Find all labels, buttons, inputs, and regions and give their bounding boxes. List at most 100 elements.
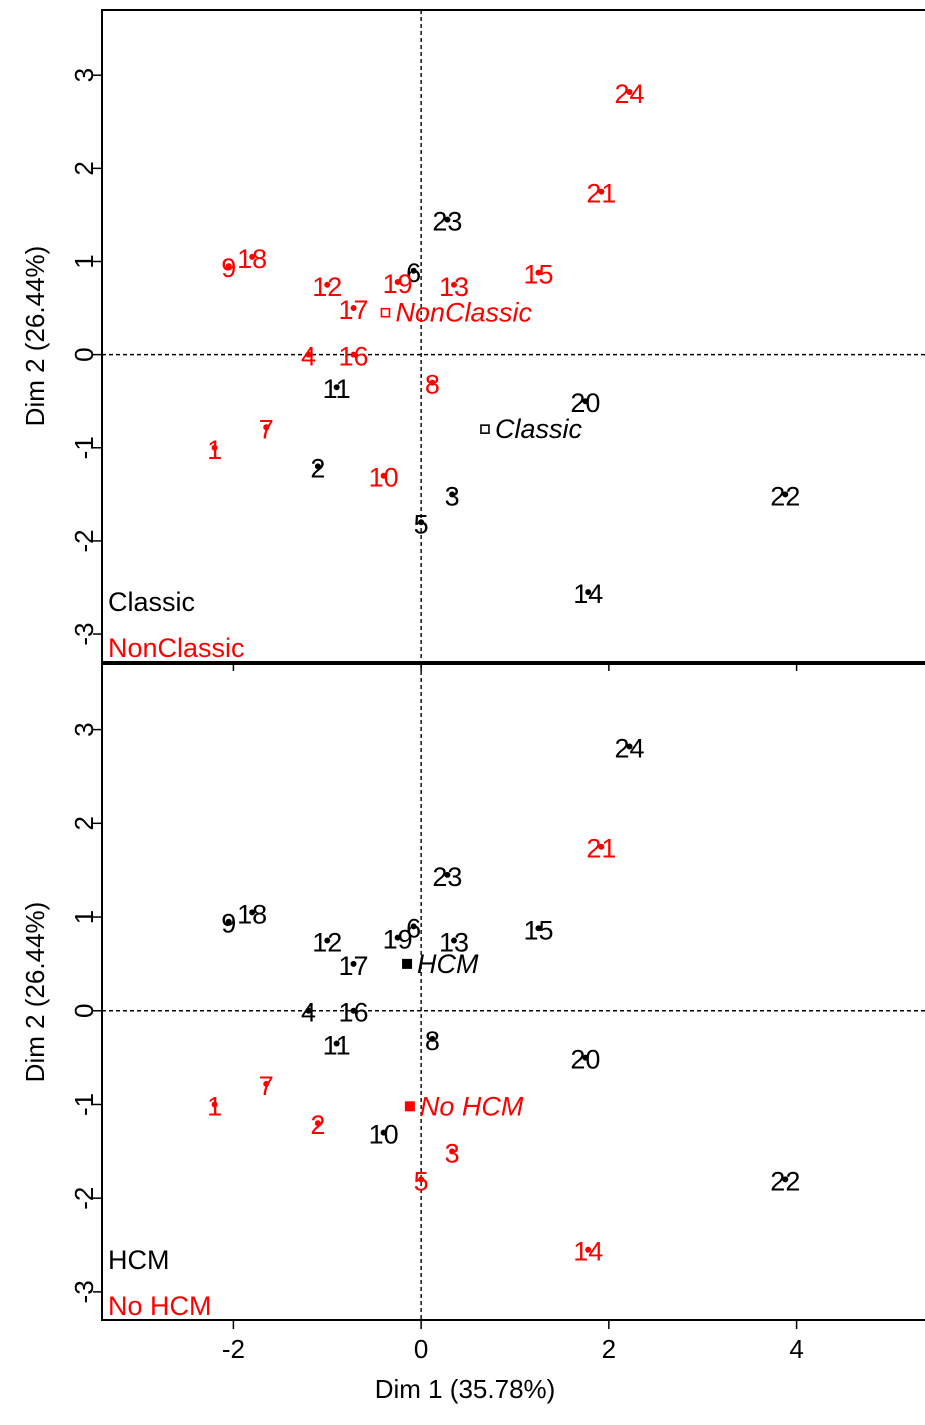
point-label-8: 8 xyxy=(425,1026,440,1056)
point-label-11: 11 xyxy=(323,374,351,404)
point-label-24: 24 xyxy=(614,79,644,109)
point-label-22: 22 xyxy=(770,481,800,511)
y-tick-label: 1 xyxy=(69,910,99,924)
point-label-17: 17 xyxy=(339,951,369,981)
point-label-15: 15 xyxy=(523,260,553,290)
point-label-4: 4 xyxy=(301,998,316,1028)
y-tick-label: -1 xyxy=(69,1093,99,1116)
data-point-24 xyxy=(626,88,633,95)
point-label-7: 7 xyxy=(259,414,274,444)
point-label-9: 9 xyxy=(221,909,236,939)
point-label-1: 1 xyxy=(207,435,222,465)
point-label-1: 1 xyxy=(207,1091,222,1121)
data-point-4 xyxy=(305,1007,312,1014)
centroid-label-1: HCM xyxy=(417,949,479,979)
centroid-label-2: No HCM xyxy=(420,1091,524,1121)
data-point-2 xyxy=(314,463,321,470)
y-axis-label: Dim 2 (26.44%) xyxy=(20,902,50,1083)
y-tick-label: 2 xyxy=(69,816,99,830)
data-point-18 xyxy=(249,909,256,916)
data-point-24 xyxy=(626,743,633,750)
point-label-18: 18 xyxy=(237,244,267,274)
data-point-23 xyxy=(444,216,451,223)
point-label-12: 12 xyxy=(312,272,342,302)
data-point-15 xyxy=(535,269,542,276)
data-point-17 xyxy=(350,305,357,312)
data-point-17 xyxy=(350,960,357,967)
y-tick-label: 2 xyxy=(69,161,99,175)
data-point-12 xyxy=(324,937,331,944)
data-point-20 xyxy=(582,1054,589,1061)
point-label-5: 5 xyxy=(414,509,429,539)
data-point-5 xyxy=(418,1176,425,1183)
y-tick-label: 0 xyxy=(69,1004,99,1018)
data-point-9 xyxy=(225,918,232,925)
data-point-12 xyxy=(324,281,331,288)
plot-frame xyxy=(101,663,925,1321)
point-label-23: 23 xyxy=(432,207,462,237)
y-tick-label: -1 xyxy=(69,436,99,459)
data-point-11 xyxy=(333,384,340,391)
data-point-8 xyxy=(429,379,436,386)
point-label-18: 18 xyxy=(237,899,267,929)
point-label-6: 6 xyxy=(406,258,421,288)
point-label-13: 13 xyxy=(439,272,469,302)
plot-frame xyxy=(101,9,925,663)
point-label-15: 15 xyxy=(523,915,553,945)
x-tick-label: -2 xyxy=(222,1334,245,1364)
data-point-6 xyxy=(410,267,417,274)
x-tick-label: 4 xyxy=(789,1334,803,1364)
data-point-14 xyxy=(585,589,592,596)
point-label-6: 6 xyxy=(406,913,421,943)
point-label-21: 21 xyxy=(586,834,616,864)
y-tick-label: 0 xyxy=(69,347,99,361)
data-point-13 xyxy=(450,937,457,944)
point-label-22: 22 xyxy=(770,1166,800,1196)
legend-entry-2: NonClassic xyxy=(108,633,245,663)
data-point-10 xyxy=(380,472,387,479)
point-label-20: 20 xyxy=(570,388,600,418)
data-point-4 xyxy=(305,351,312,358)
y-tick-label: 3 xyxy=(69,722,99,736)
data-point-23 xyxy=(444,871,451,878)
data-point-22 xyxy=(782,491,789,498)
data-point-16 xyxy=(350,351,357,358)
panel-2: -3 -2 -1 0 1 2 3 -2 0 2 4 Dim 2 (26.44%) Dim 1 (35.7… xyxy=(20,663,925,1404)
legend-entry-2: No HCM xyxy=(108,1291,212,1321)
y-tick-label: -3 xyxy=(69,1280,99,1303)
point-label-9: 9 xyxy=(221,253,236,283)
point-label-16: 16 xyxy=(339,998,369,1028)
data-point-6 xyxy=(410,923,417,930)
point-label-21: 21 xyxy=(586,179,616,209)
point-label-2: 2 xyxy=(310,1110,325,1140)
data-point-2 xyxy=(314,1120,321,1127)
x-tick-label: 2 xyxy=(602,1334,616,1364)
point-label-14: 14 xyxy=(573,1237,603,1267)
y-axis-label: Dim 2 (26.44%) xyxy=(20,246,50,427)
centroid-marker-2 xyxy=(480,424,490,434)
data-point-21 xyxy=(598,843,605,850)
legend-entry-1: HCM xyxy=(108,1245,170,1275)
point-label-10: 10 xyxy=(369,1120,399,1150)
centroid-marker-2 xyxy=(404,1101,415,1112)
point-label-4: 4 xyxy=(301,342,316,372)
centroid-label-2: Classic xyxy=(495,414,583,444)
y-tick-label: -2 xyxy=(69,1187,99,1210)
y-tick-label: 1 xyxy=(69,254,99,268)
data-point-19 xyxy=(394,934,401,941)
point-label-2: 2 xyxy=(310,453,325,483)
point-label-8: 8 xyxy=(425,370,440,400)
x-axis-label: Dim 1 (35.78%) xyxy=(375,1374,556,1404)
data-point-13 xyxy=(450,281,457,288)
x-tick-label: 0 xyxy=(414,1334,428,1364)
y-tick-label: 3 xyxy=(69,68,99,82)
data-point-20 xyxy=(582,398,589,405)
point-label-17: 17 xyxy=(339,295,369,325)
point-label-14: 14 xyxy=(573,579,603,609)
data-point-7 xyxy=(263,1080,270,1087)
point-label-7: 7 xyxy=(259,1071,274,1101)
centroid-label-1: NonClassic xyxy=(395,298,532,328)
centroid-marker-1 xyxy=(402,958,413,969)
